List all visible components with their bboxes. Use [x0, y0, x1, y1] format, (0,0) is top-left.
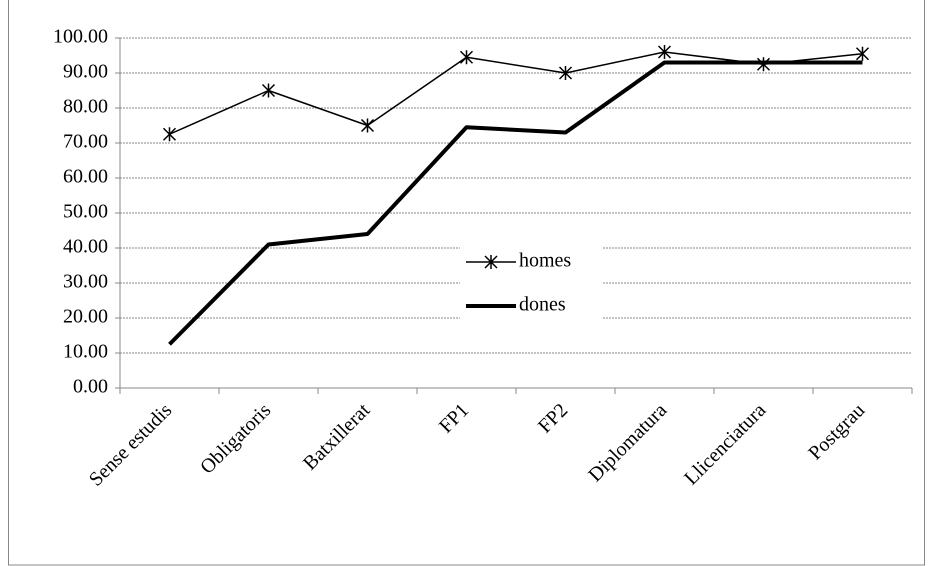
- legend: homes dones: [460, 240, 602, 322]
- series: [168, 60, 863, 346]
- point-marker: [261, 83, 276, 98]
- y-tick-label: 20.00: [63, 306, 108, 328]
- legend-label: dones: [519, 294, 566, 316]
- y-tick-label: 100.00: [53, 26, 108, 48]
- y-tick-label: 80.00: [63, 96, 108, 118]
- y-tick-label: 60.00: [63, 166, 108, 188]
- point-marker: [360, 118, 375, 133]
- y-tick-label: 10.00: [63, 341, 108, 363]
- point-marker: [558, 66, 573, 80]
- legend-marker: [484, 255, 498, 269]
- point-marker: [855, 46, 870, 61]
- y-tick-label: 70.00: [63, 131, 108, 153]
- legend-box: [460, 240, 602, 322]
- y-tick-label: 0.00: [73, 376, 108, 398]
- y-tick-label: 30.00: [63, 271, 108, 293]
- y-tick-label: 50.00: [63, 201, 108, 223]
- y-tick-label: 40.00: [63, 236, 108, 258]
- point-marker: [657, 45, 672, 59]
- legend-label: homes: [519, 250, 571, 272]
- y-tick-label: 90.00: [63, 61, 108, 83]
- point-marker: [162, 127, 177, 142]
- point-marker: [459, 50, 474, 65]
- series-line: [168, 60, 863, 346]
